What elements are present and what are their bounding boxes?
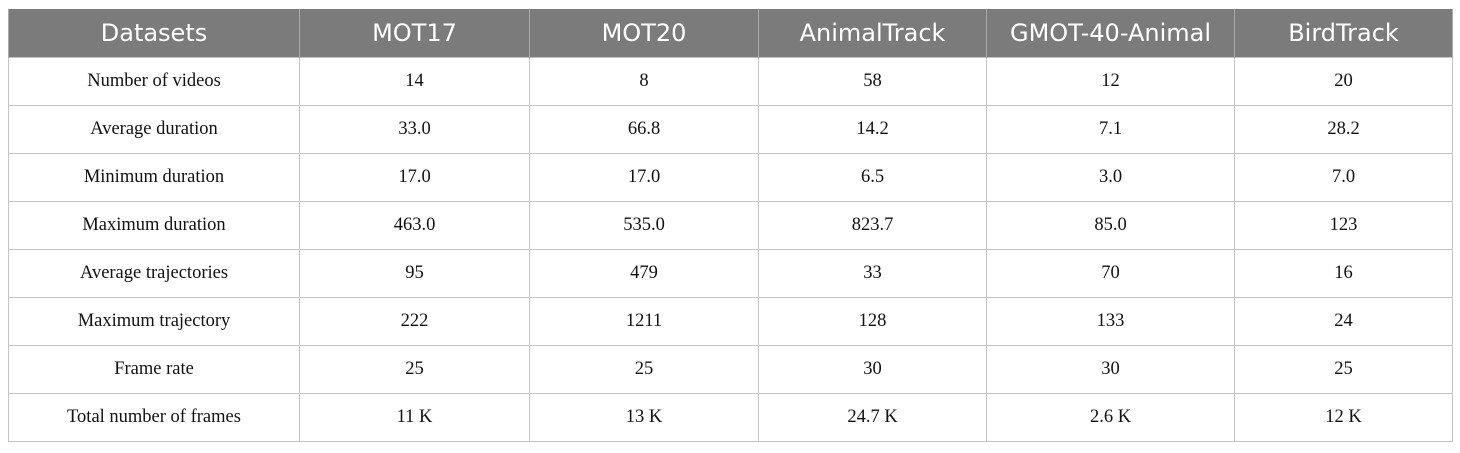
row-label-cell: Average trajectories [8,249,300,298]
header-cell-birdtrack: BirdTrack [1234,9,1453,58]
header-cell-gmot-40-animal: GMOT-40-Animal [986,9,1235,58]
table-cell: 222 [299,297,530,346]
table-cell: 123 [1234,201,1453,250]
table-cell: 13 K [529,393,759,442]
row-label-cell: Frame rate [8,345,300,394]
header-cell-animaltrack: AnimalTrack [758,9,987,58]
row-label-cell: Number of videos [8,57,300,106]
table-cell: 30 [758,345,987,394]
row-label-cell: Maximum duration [8,201,300,250]
table-cell: 1211 [529,297,759,346]
table-cell: 6.5 [758,153,987,202]
table-cell: 17.0 [299,153,530,202]
table-cell: 7.1 [986,105,1235,154]
table-cell: 133 [986,297,1235,346]
table-cell: 20 [1234,57,1453,106]
header-row: Datasets MOT17 MOT20 AnimalTrack GMOT-40… [8,9,1453,58]
table-row: Average duration 33.0 66.8 14.2 7.1 28.2 [8,105,1453,154]
row-label-cell: Maximum trajectory [8,297,300,346]
table-cell: 14.2 [758,105,987,154]
table-cell: 823.7 [758,201,987,250]
table-cell: 25 [299,345,530,394]
table-row: Maximum duration 463.0 535.0 823.7 85.0 … [8,201,1453,250]
table-cell: 70 [986,249,1235,298]
table-cell: 24.7 K [758,393,987,442]
table-cell: 30 [986,345,1235,394]
table-row: Maximum trajectory 222 1211 128 133 24 [8,297,1453,346]
table-cell: 24 [1234,297,1453,346]
table-cell: 95 [299,249,530,298]
table-row: Total number of frames 11 K 13 K 24.7 K … [8,393,1453,442]
table-row: Number of videos 14 8 58 12 20 [8,57,1453,106]
row-label-cell: Minimum duration [8,153,300,202]
table-row: Minimum duration 17.0 17.0 6.5 3.0 7.0 [8,153,1453,202]
table-cell: 33 [758,249,987,298]
table-cell: 85.0 [986,201,1235,250]
table-cell: 16 [1234,249,1453,298]
table-cell: 7.0 [1234,153,1453,202]
table-cell: 535.0 [529,201,759,250]
header-cell-mot20: MOT20 [529,9,759,58]
table-cell: 12 [986,57,1235,106]
table-cell: 8 [529,57,759,106]
table-row: Frame rate 25 25 30 30 25 [8,345,1453,394]
table-cell: 17.0 [529,153,759,202]
table-cell: 14 [299,57,530,106]
row-label-cell: Average duration [8,105,300,154]
table-cell: 58 [758,57,987,106]
table-cell: 11 K [299,393,530,442]
table-cell: 33.0 [299,105,530,154]
table-cell: 25 [529,345,759,394]
table-cell: 3.0 [986,153,1235,202]
table-body: Number of videos 14 8 58 12 20 Average d… [8,57,1453,442]
table-cell: 25 [1234,345,1453,394]
row-label-cell: Total number of frames [8,393,300,442]
table-cell: 463.0 [299,201,530,250]
header-cell-datasets: Datasets [8,9,300,58]
header-cell-mot17: MOT17 [299,9,530,58]
table-cell: 66.8 [529,105,759,154]
table-cell: 2.6 K [986,393,1235,442]
dataset-comparison-table-container: Datasets MOT17 MOT20 AnimalTrack GMOT-40… [8,9,1453,442]
dataset-comparison-table: Datasets MOT17 MOT20 AnimalTrack GMOT-40… [8,9,1453,442]
table-cell: 128 [758,297,987,346]
table-row: Average trajectories 95 479 33 70 16 [8,249,1453,298]
table-cell: 479 [529,249,759,298]
table-cell: 28.2 [1234,105,1453,154]
table-cell: 12 K [1234,393,1453,442]
table-header: Datasets MOT17 MOT20 AnimalTrack GMOT-40… [8,9,1453,58]
